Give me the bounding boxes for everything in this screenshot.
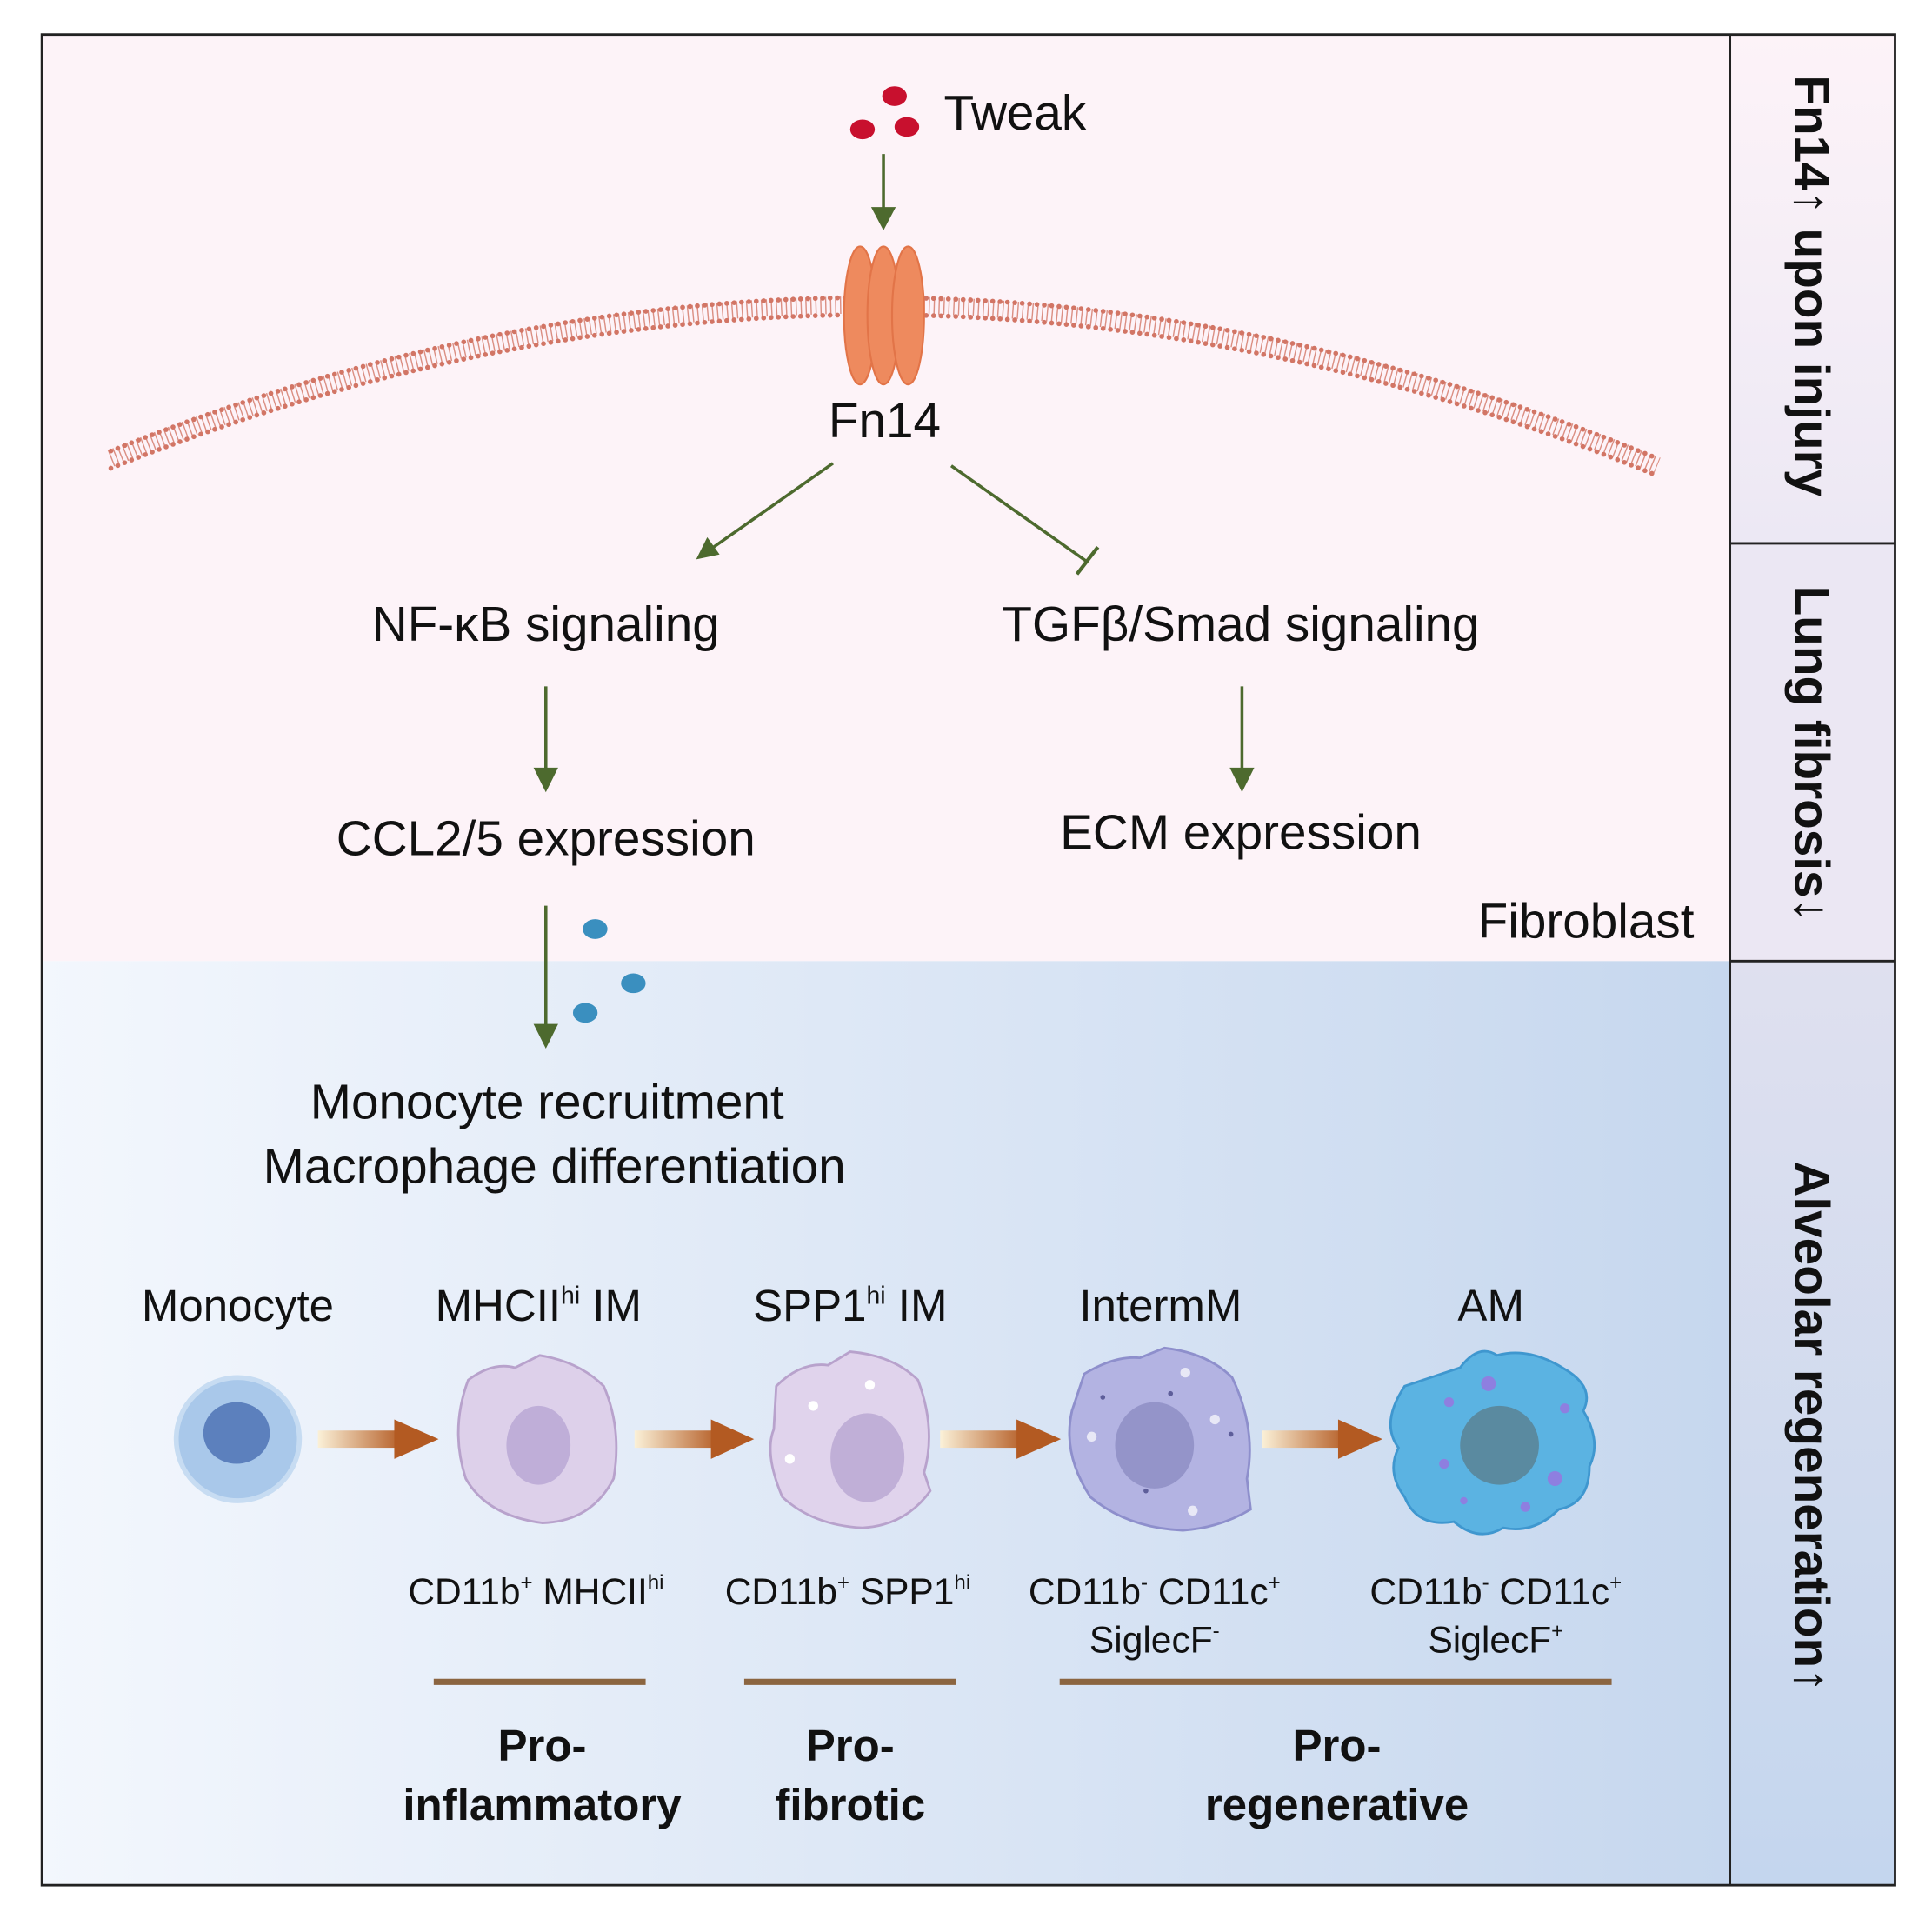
- tweak-label: Tweak: [943, 86, 1086, 141]
- cell-label-spp1-im: SPP1hi IM: [753, 1281, 947, 1330]
- cell-label-monocyte: Monocyte: [142, 1281, 334, 1330]
- group-label: fibrotic: [775, 1780, 925, 1829]
- marker-label-line2: SiglecF+: [1428, 1619, 1563, 1661]
- recruitment-label: Monocyte recruitment: [310, 1076, 784, 1130]
- ccl-label: CCL2/5 expression: [336, 811, 756, 866]
- ecm-label: ECM expression: [1060, 805, 1422, 860]
- transition-arrow: [317, 1419, 439, 1459]
- mhcii-im-cell-icon: [456, 1354, 618, 1524]
- arrowhead: [870, 207, 896, 230]
- arrowhead: [533, 1023, 558, 1049]
- group-label: Pro-: [806, 1721, 895, 1770]
- side-panel-1: [1729, 34, 1895, 543]
- side-panel-3: [1729, 961, 1895, 1886]
- tgfb-label: TGFβ/Smad signaling: [1002, 597, 1479, 652]
- nfkb-label: NF-κB signaling: [372, 597, 720, 652]
- spp1-im-cell-icon: [769, 1350, 932, 1529]
- cell-label-intermm: IntermM: [1079, 1281, 1242, 1330]
- cell-label-mhcii-im: MHCIIhi IM: [436, 1281, 642, 1330]
- side-label-regeneration: Alveolar regeneration↑: [1784, 1161, 1839, 1692]
- top-panel: [42, 34, 1730, 962]
- group-label: inflammatory: [403, 1780, 682, 1829]
- fibroblast-label: Fibroblast: [1478, 894, 1695, 949]
- monocyte-cell-icon: [173, 1375, 303, 1503]
- fn14-receptor-icon: [843, 245, 925, 386]
- marker-label-line2: SiglecF-: [1089, 1619, 1220, 1661]
- activation-arrow: [703, 462, 834, 555]
- cell-label-am: AM: [1457, 1281, 1524, 1330]
- marker-label: CD11b+ SPP1hi: [725, 1571, 970, 1613]
- group-label: regenerative: [1205, 1780, 1469, 1829]
- chemokine-icon: [572, 919, 646, 1023]
- intermm-cell-icon: [1068, 1346, 1252, 1532]
- differentiation-label: Macrophage differentiation: [263, 1139, 846, 1194]
- inhibition-arrow: [949, 464, 1087, 563]
- inhibition-bar: [1075, 545, 1100, 576]
- side-label-fibrosis: Lung fibrosis↓: [1784, 586, 1839, 923]
- group-label: Pro-: [498, 1721, 587, 1770]
- tweak-ligand-icon: [849, 86, 920, 140]
- arrowhead: [533, 767, 558, 793]
- side-label-fn14: Fn14↑ upon injury: [1784, 75, 1839, 496]
- marker-label: CD11b- CD11c+: [1029, 1571, 1281, 1613]
- fn14-label: Fn14: [829, 394, 941, 449]
- side-panel-2: [1729, 543, 1895, 962]
- am-cell-icon: [1389, 1349, 1596, 1536]
- transition-arrow: [1262, 1419, 1382, 1459]
- marker-label: CD11b- CD11c+: [1369, 1571, 1622, 1613]
- group-label: Pro-: [1293, 1721, 1382, 1770]
- arrowhead: [696, 536, 720, 560]
- transition-arrow: [634, 1419, 755, 1459]
- marker-label: CD11b+ MHCIIhi: [408, 1571, 663, 1613]
- arrowhead: [1229, 767, 1255, 793]
- transition-arrow: [940, 1419, 1062, 1459]
